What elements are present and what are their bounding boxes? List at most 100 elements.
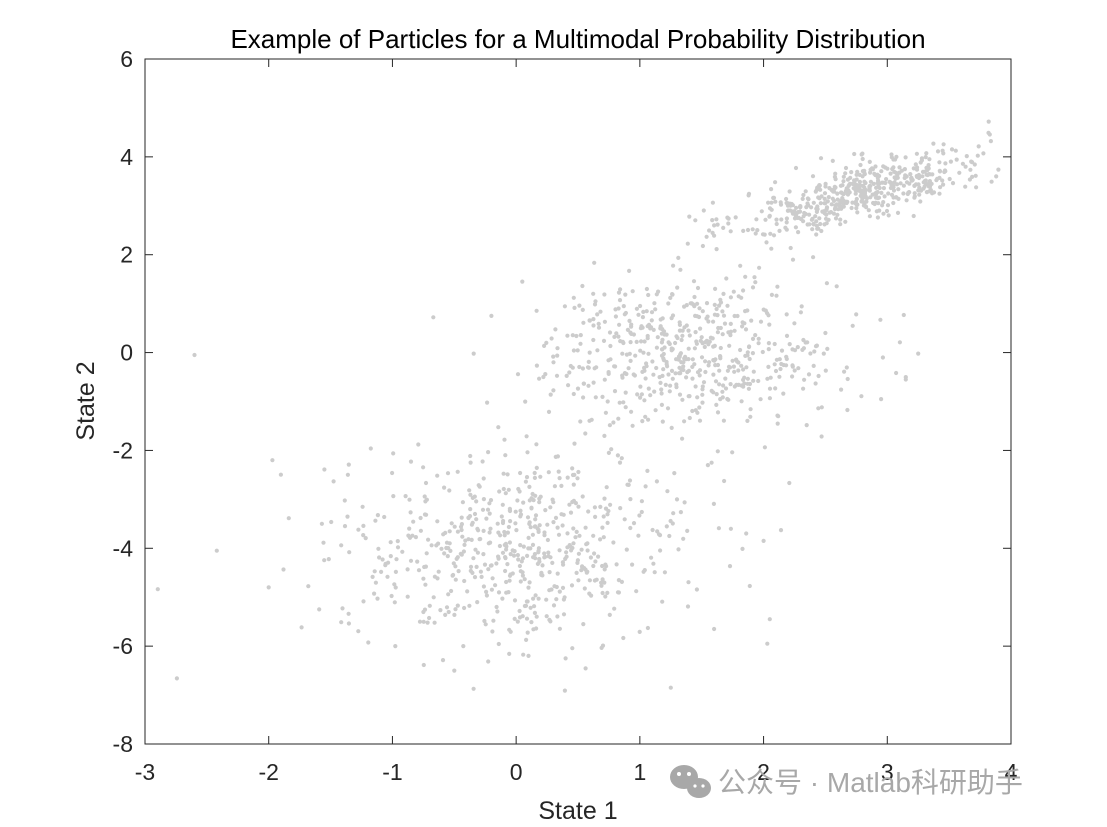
particle-point bbox=[757, 265, 762, 270]
particle-point bbox=[931, 141, 936, 146]
particle-point bbox=[841, 174, 846, 179]
particle-point bbox=[793, 213, 798, 218]
particle-point bbox=[667, 389, 672, 394]
particle-point bbox=[462, 605, 467, 611]
particle-point bbox=[517, 489, 522, 494]
particle-point bbox=[533, 513, 539, 518]
particle-point bbox=[407, 526, 412, 531]
particle-point bbox=[524, 475, 530, 480]
particle-point bbox=[739, 399, 744, 404]
particle-point bbox=[943, 169, 948, 174]
particle-point bbox=[518, 514, 523, 519]
particle-point bbox=[544, 340, 549, 345]
particle-point bbox=[988, 139, 994, 144]
particle-point bbox=[591, 563, 596, 569]
particle-point bbox=[970, 174, 975, 179]
particle-point bbox=[451, 561, 456, 566]
particle-point bbox=[666, 372, 671, 377]
particle-point bbox=[606, 450, 612, 455]
particle-point bbox=[581, 320, 586, 325]
particle-point bbox=[880, 203, 885, 208]
particle-point bbox=[422, 564, 427, 570]
particle-point bbox=[930, 191, 935, 196]
particle-point bbox=[317, 607, 322, 612]
particle-point bbox=[659, 387, 664, 392]
particle-point bbox=[526, 535, 531, 541]
particle-point bbox=[792, 321, 797, 326]
particle-point bbox=[706, 342, 711, 347]
particle-point bbox=[700, 387, 705, 392]
particle-point bbox=[881, 211, 886, 216]
particle-point bbox=[886, 191, 891, 196]
particle-point bbox=[646, 351, 651, 356]
particle-point bbox=[762, 445, 768, 450]
particle-point bbox=[741, 367, 746, 372]
particle-point bbox=[442, 551, 447, 556]
particle-point bbox=[636, 312, 641, 317]
particle-point bbox=[356, 629, 361, 634]
particle-point bbox=[618, 506, 623, 511]
particle-point bbox=[633, 353, 638, 358]
particle-point bbox=[593, 299, 598, 304]
particle-point bbox=[796, 230, 801, 235]
particle-point bbox=[800, 196, 805, 201]
particle-point bbox=[875, 215, 881, 220]
particle-point bbox=[642, 365, 647, 370]
y-tick-label: -8 bbox=[113, 731, 133, 757]
particle-point bbox=[784, 196, 789, 202]
particle-point bbox=[798, 204, 803, 209]
particle-point bbox=[685, 241, 690, 246]
particle-point bbox=[811, 200, 816, 205]
particle-point bbox=[521, 544, 526, 549]
particle-point bbox=[685, 370, 690, 375]
particle-point bbox=[888, 171, 893, 176]
particle-point bbox=[774, 293, 779, 298]
particle-point bbox=[628, 497, 633, 502]
particle-point bbox=[986, 119, 991, 124]
particle-point bbox=[571, 482, 576, 487]
particle-point bbox=[601, 514, 606, 519]
particle-point bbox=[654, 365, 659, 371]
particle-point bbox=[994, 174, 999, 179]
x-tick-label: 1 bbox=[633, 759, 646, 785]
particle-point bbox=[628, 340, 633, 345]
particle-point bbox=[901, 312, 906, 318]
particle-point bbox=[717, 368, 722, 373]
particle-point bbox=[600, 394, 605, 399]
particle-point bbox=[568, 510, 574, 515]
particle-point bbox=[579, 547, 584, 552]
particle-point bbox=[975, 153, 980, 158]
particle-point bbox=[361, 523, 366, 529]
particle-point bbox=[592, 505, 598, 510]
particle-point bbox=[745, 308, 750, 313]
particle-point bbox=[639, 339, 644, 344]
particle-point bbox=[658, 548, 663, 553]
particle-point bbox=[458, 551, 463, 556]
particle-point bbox=[523, 479, 529, 484]
particle-point bbox=[623, 292, 628, 297]
particle-point bbox=[747, 356, 752, 362]
particle-point bbox=[390, 470, 395, 476]
particle-point bbox=[808, 351, 813, 356]
particle-point bbox=[602, 377, 607, 382]
particle-point bbox=[801, 219, 806, 224]
particle-point bbox=[484, 589, 489, 595]
particle-point bbox=[586, 365, 591, 370]
particle-point bbox=[913, 162, 918, 167]
particle-point bbox=[843, 171, 848, 176]
particle-point bbox=[941, 182, 946, 187]
particle-point bbox=[769, 246, 774, 251]
particle-point bbox=[772, 362, 777, 367]
particle-point bbox=[551, 388, 556, 393]
particle-point bbox=[669, 368, 675, 373]
particle-point bbox=[793, 225, 799, 230]
particle-point bbox=[572, 441, 577, 446]
particle-point bbox=[838, 222, 843, 227]
particle-point bbox=[575, 560, 580, 566]
particle-point bbox=[924, 151, 929, 156]
particle-point bbox=[627, 318, 632, 323]
particle-point bbox=[845, 407, 850, 413]
particle-point bbox=[421, 465, 426, 470]
particle-point bbox=[413, 535, 418, 540]
particle-point bbox=[656, 289, 661, 294]
